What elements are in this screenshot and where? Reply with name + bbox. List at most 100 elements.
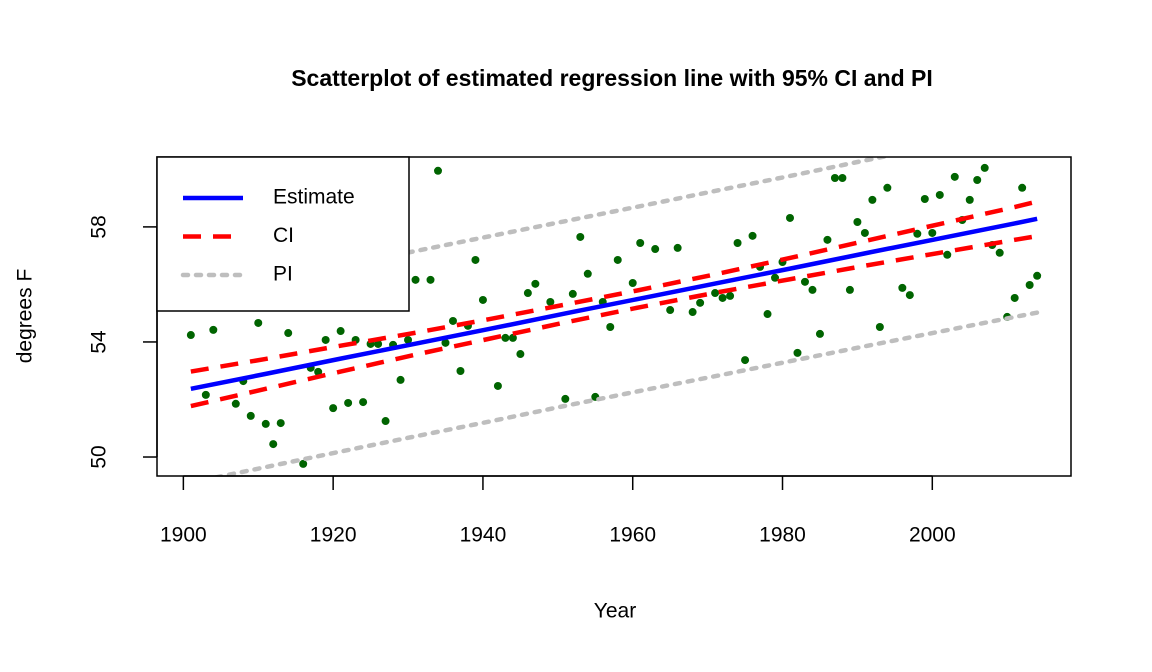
point bbox=[231, 399, 240, 408]
point bbox=[448, 316, 457, 325]
point bbox=[868, 195, 877, 204]
point bbox=[943, 250, 952, 259]
chart-title: Scatterplot of estimated regression line… bbox=[291, 65, 933, 91]
point bbox=[501, 333, 510, 342]
y-tick-label: 58 bbox=[88, 215, 111, 238]
x-tick-label: 1960 bbox=[609, 524, 656, 547]
point bbox=[666, 306, 675, 315]
point bbox=[741, 356, 750, 365]
point bbox=[434, 166, 443, 175]
legend-box bbox=[156, 156, 410, 312]
y-tick-label: 50 bbox=[88, 445, 111, 468]
point bbox=[883, 183, 892, 192]
point bbox=[673, 243, 682, 252]
point bbox=[928, 228, 937, 237]
point bbox=[898, 283, 907, 292]
point bbox=[561, 394, 570, 403]
point bbox=[396, 375, 405, 384]
x-tick-label: 1940 bbox=[460, 524, 507, 547]
point bbox=[733, 239, 742, 248]
point bbox=[441, 338, 450, 347]
point bbox=[314, 367, 323, 376]
point bbox=[404, 335, 413, 344]
point bbox=[973, 176, 982, 185]
point bbox=[374, 339, 383, 348]
point bbox=[651, 245, 660, 254]
point bbox=[471, 255, 480, 264]
point bbox=[411, 275, 420, 284]
legend-label: PI bbox=[273, 263, 293, 286]
point bbox=[785, 213, 794, 222]
point bbox=[606, 322, 615, 331]
point bbox=[493, 381, 502, 390]
point bbox=[269, 440, 278, 449]
point bbox=[763, 310, 772, 319]
line-upper bbox=[188, 157, 894, 298]
point bbox=[261, 419, 270, 428]
point bbox=[186, 331, 195, 340]
point bbox=[875, 322, 884, 331]
point bbox=[965, 195, 974, 204]
point bbox=[209, 325, 218, 334]
x-tick-label: 1920 bbox=[310, 524, 357, 547]
x-tick-label: 2000 bbox=[909, 524, 956, 547]
point bbox=[853, 218, 862, 227]
point bbox=[980, 163, 989, 172]
plot-area bbox=[186, 157, 1042, 476]
point bbox=[583, 269, 592, 278]
point bbox=[845, 285, 854, 294]
point bbox=[920, 194, 929, 203]
point bbox=[1025, 281, 1034, 290]
x-axis-label: Year bbox=[594, 600, 636, 623]
point bbox=[935, 190, 944, 199]
point bbox=[359, 398, 368, 407]
point bbox=[276, 419, 285, 428]
point bbox=[329, 404, 338, 413]
legend: Estimate CI PI bbox=[156, 156, 410, 312]
line-lower bbox=[190, 233, 1038, 409]
point bbox=[1033, 271, 1042, 280]
point bbox=[531, 279, 540, 288]
y-tick-label: 54 bbox=[88, 330, 111, 354]
point bbox=[823, 235, 832, 244]
point bbox=[688, 308, 697, 317]
point bbox=[284, 329, 293, 338]
point bbox=[254, 318, 263, 327]
point bbox=[995, 248, 1004, 257]
line-lower bbox=[211, 310, 1040, 476]
point bbox=[771, 273, 780, 282]
point bbox=[711, 289, 720, 298]
point bbox=[546, 297, 555, 306]
y-axis-label: degrees F bbox=[14, 269, 37, 364]
point bbox=[950, 172, 959, 181]
point bbox=[628, 278, 637, 287]
point bbox=[808, 285, 817, 294]
point bbox=[696, 298, 705, 307]
point bbox=[905, 291, 914, 300]
point bbox=[613, 255, 622, 264]
point bbox=[830, 173, 839, 182]
point bbox=[636, 239, 645, 248]
point bbox=[726, 291, 735, 300]
point bbox=[576, 232, 585, 241]
point bbox=[201, 390, 210, 399]
point bbox=[478, 295, 487, 304]
point bbox=[718, 293, 727, 302]
point bbox=[246, 411, 255, 420]
point bbox=[523, 289, 532, 298]
point bbox=[793, 348, 802, 357]
point bbox=[860, 228, 869, 237]
point bbox=[516, 350, 525, 359]
point bbox=[321, 335, 330, 344]
legend-label: CI bbox=[273, 224, 294, 247]
point bbox=[299, 459, 308, 468]
point bbox=[1010, 293, 1019, 302]
point bbox=[1018, 183, 1027, 192]
line-values bbox=[190, 216, 1038, 392]
point bbox=[838, 173, 847, 182]
point bbox=[815, 329, 824, 338]
point bbox=[508, 333, 517, 342]
point bbox=[456, 367, 465, 376]
